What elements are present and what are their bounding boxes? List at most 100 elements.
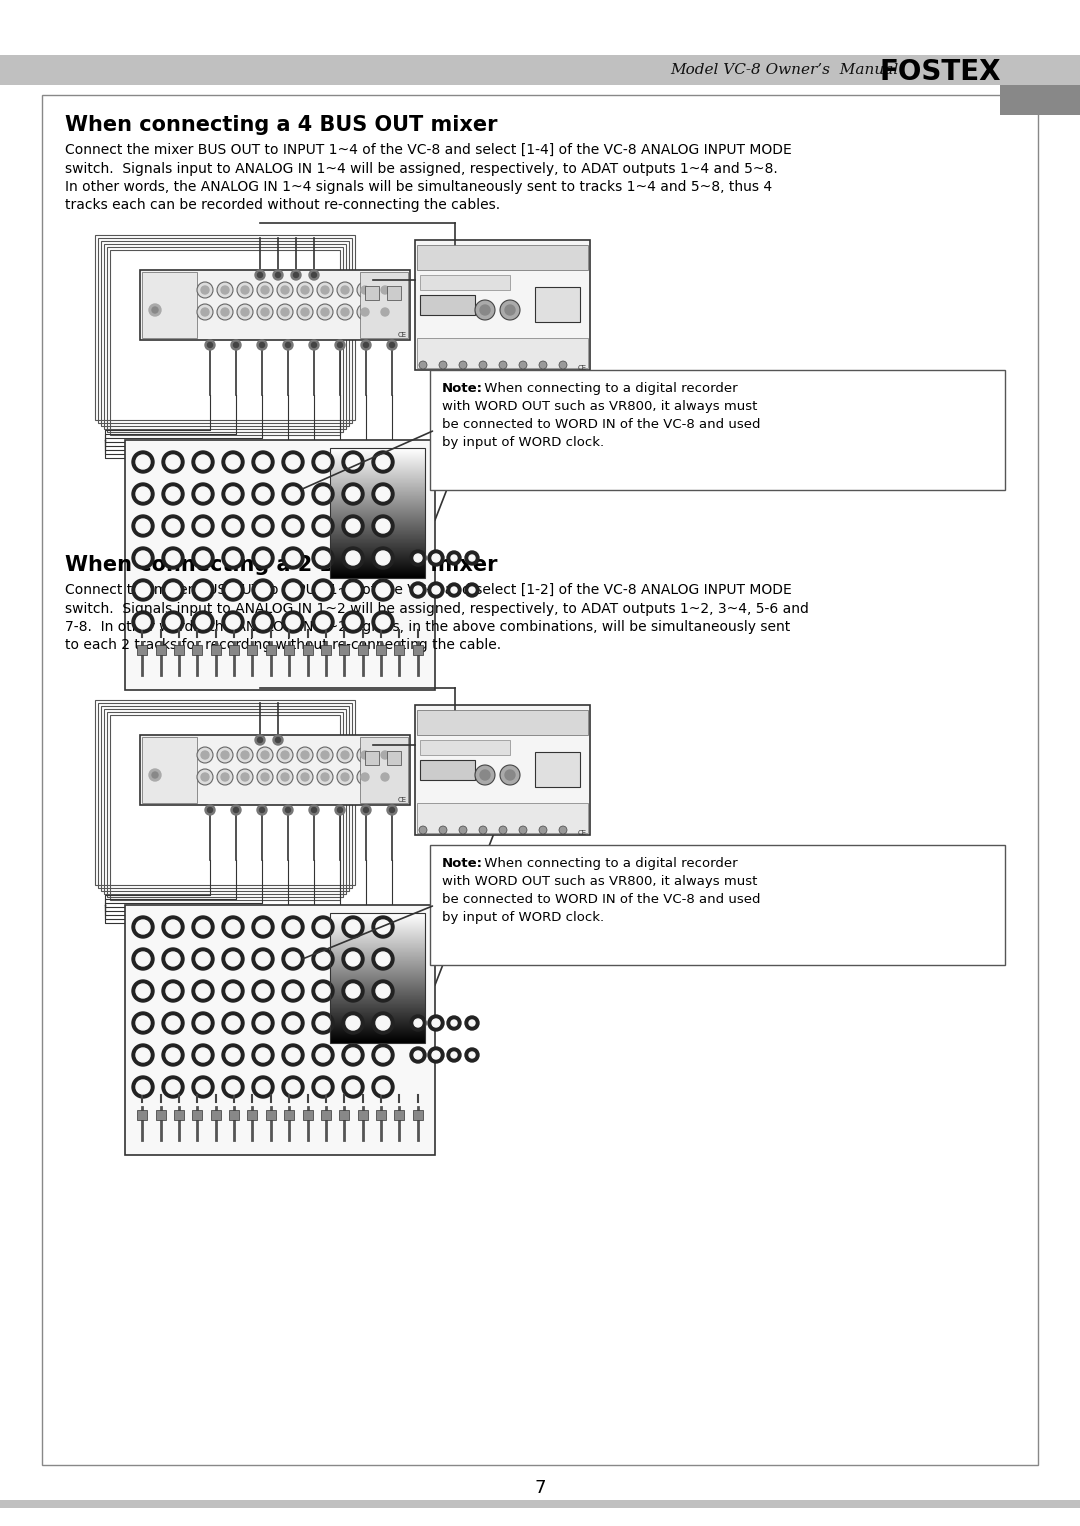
Circle shape [283, 340, 293, 349]
Bar [247, 645, 257, 655]
Circle shape [195, 1016, 210, 1030]
Circle shape [312, 916, 334, 938]
Circle shape [387, 340, 397, 349]
Circle shape [257, 737, 262, 743]
Circle shape [273, 270, 283, 279]
Text: with WORD OUT such as VR800, it always must: with WORD OUT such as VR800, it always m… [442, 874, 757, 888]
Circle shape [316, 551, 330, 565]
Circle shape [357, 748, 373, 763]
Circle shape [410, 1047, 426, 1064]
Circle shape [256, 1016, 270, 1030]
Bar [394, 645, 404, 655]
Bar [430, 369, 1005, 490]
Circle shape [318, 748, 333, 763]
Circle shape [346, 583, 360, 597]
Bar [140, 270, 410, 340]
Text: be connected to WORD IN of the VC-8 and used: be connected to WORD IN of the VC-8 and … [442, 418, 760, 430]
Circle shape [132, 1044, 154, 1067]
Circle shape [390, 807, 394, 812]
Circle shape [162, 1076, 184, 1099]
Circle shape [377, 304, 393, 320]
Circle shape [256, 615, 270, 629]
Circle shape [192, 1076, 214, 1099]
Circle shape [226, 920, 240, 934]
Bar [415, 240, 590, 369]
Circle shape [519, 362, 527, 369]
Circle shape [311, 807, 316, 812]
Circle shape [286, 920, 300, 934]
Circle shape [201, 751, 210, 758]
Circle shape [162, 546, 184, 569]
Circle shape [321, 774, 329, 781]
Circle shape [337, 342, 342, 348]
Circle shape [372, 484, 394, 505]
Circle shape [312, 980, 334, 1003]
Circle shape [256, 952, 270, 966]
Circle shape [201, 774, 210, 781]
Circle shape [539, 826, 546, 835]
Circle shape [132, 948, 154, 971]
Circle shape [281, 285, 289, 295]
Circle shape [281, 774, 289, 781]
Circle shape [342, 948, 364, 971]
Circle shape [361, 751, 369, 758]
Circle shape [252, 610, 274, 633]
Circle shape [376, 455, 390, 468]
Circle shape [361, 806, 372, 815]
Circle shape [197, 748, 213, 763]
Circle shape [149, 769, 161, 781]
Circle shape [256, 1048, 270, 1062]
Circle shape [316, 920, 330, 934]
Circle shape [316, 487, 330, 501]
Circle shape [132, 514, 154, 537]
Circle shape [337, 807, 342, 812]
Circle shape [451, 555, 457, 562]
Bar [110, 250, 340, 435]
Circle shape [321, 308, 329, 316]
Bar [98, 238, 352, 423]
Circle shape [316, 984, 330, 998]
Circle shape [195, 920, 210, 934]
Bar [110, 716, 340, 900]
Circle shape [381, 285, 389, 295]
Circle shape [276, 304, 293, 320]
Circle shape [500, 301, 519, 320]
Circle shape [361, 774, 369, 781]
Circle shape [432, 554, 440, 562]
Circle shape [192, 452, 214, 473]
Circle shape [233, 342, 239, 348]
Circle shape [282, 1012, 303, 1035]
Circle shape [166, 984, 180, 998]
Circle shape [505, 771, 515, 780]
Circle shape [259, 807, 265, 812]
Bar [174, 1109, 184, 1120]
Text: switch.  Signals input to ANALOG IN 1~2 will be assigned, respectively, to ADAT : switch. Signals input to ANALOG IN 1~2 w… [65, 601, 809, 615]
Circle shape [469, 1019, 475, 1025]
Circle shape [192, 1012, 214, 1035]
Circle shape [447, 1016, 461, 1030]
Circle shape [275, 273, 281, 278]
Circle shape [469, 588, 475, 594]
Bar [211, 645, 220, 655]
Circle shape [252, 484, 274, 505]
Circle shape [132, 916, 154, 938]
Circle shape [166, 551, 180, 565]
Circle shape [419, 826, 427, 835]
Circle shape [226, 1080, 240, 1094]
Circle shape [132, 1076, 154, 1099]
Bar [284, 645, 294, 655]
Text: 7: 7 [535, 1479, 545, 1497]
Bar [104, 710, 346, 894]
Bar [330, 449, 426, 578]
Circle shape [162, 916, 184, 938]
Circle shape [342, 546, 364, 569]
Circle shape [286, 615, 300, 629]
Circle shape [257, 282, 273, 298]
Text: When connecting a 2 BUS OUT mixer: When connecting a 2 BUS OUT mixer [65, 555, 498, 575]
Circle shape [195, 615, 210, 629]
Circle shape [316, 1016, 330, 1030]
Text: with WORD OUT such as VR800, it always must: with WORD OUT such as VR800, it always m… [442, 400, 757, 414]
Circle shape [192, 980, 214, 1003]
Circle shape [231, 806, 241, 815]
Circle shape [309, 806, 319, 815]
